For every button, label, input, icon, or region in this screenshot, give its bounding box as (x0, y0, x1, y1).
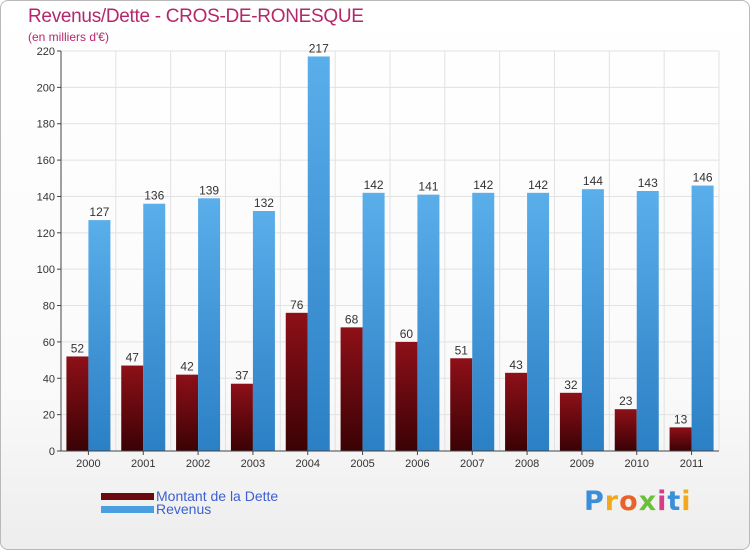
y-tick-label: 180 (37, 119, 55, 131)
bar-dette-2011 (669, 427, 692, 451)
bar-revenus-2009 (581, 189, 604, 451)
legend-label-dette: Montant de la Dette (156, 488, 279, 504)
legend-label-revenus: Revenus (156, 501, 212, 517)
chart-title: Revenus/Dette - CROS-DE-RONESQUE (28, 6, 364, 27)
bar-revenus-2000 (88, 220, 111, 451)
bar-layer (66, 56, 714, 452)
chart-subtitle: (en milliers d'€) (28, 30, 109, 44)
y-tick-label: 200 (37, 82, 55, 94)
data-label-dette-2011: 13 (674, 412, 688, 426)
x-tick-label-2003: 2003 (241, 458, 265, 470)
data-label-dette-2009: 32 (564, 378, 578, 392)
logo-letter: i (681, 486, 692, 517)
bar-dette-2000 (66, 356, 89, 451)
x-tick-label-2007: 2007 (460, 458, 484, 470)
logo-letter: t (667, 486, 682, 517)
bar-dette-2006 (395, 341, 418, 451)
bar-dette-2010 (614, 409, 637, 451)
legend-swatch-dette (101, 492, 154, 500)
grid-layer (60, 50, 720, 452)
axis-layer: 0 20 40 60 80 100 120 140 160 180 200 220 2000 2001 20… (37, 46, 719, 470)
logo-letter: P (584, 486, 605, 517)
x-tick-label-2006: 2006 (405, 458, 429, 470)
data-label-revenus-2010: 143 (638, 176, 658, 190)
bar-dette-2003 (230, 383, 253, 451)
data-label-dette-2001: 47 (126, 351, 140, 365)
data-label-revenus-2002: 139 (199, 183, 219, 197)
y-tick-label: 140 (37, 191, 55, 203)
bar-dette-2001 (121, 365, 144, 451)
data-label-revenus-2003: 132 (254, 196, 274, 210)
y-tick-label: 80 (43, 301, 55, 313)
x-tick-label-2001: 2001 (131, 458, 155, 470)
data-label-revenus-2007: 142 (473, 178, 493, 192)
data-label-revenus-2000: 127 (89, 205, 109, 219)
y-tick-label: 40 (43, 373, 55, 385)
data-label-dette-2003: 37 (235, 369, 249, 383)
y-tick-label: 0 (49, 446, 55, 458)
data-label-revenus-2008: 142 (528, 178, 548, 192)
x-tick-label-2010: 2010 (625, 458, 649, 470)
bar-revenus-2007 (472, 192, 495, 451)
bar-revenus-2011 (691, 185, 714, 451)
data-label-dette-2005: 68 (345, 312, 359, 326)
logo-letter: i (657, 486, 668, 517)
bar-revenus-2002 (198, 198, 221, 451)
x-tick-label-2000: 2000 (76, 458, 100, 470)
data-label-revenus-2009: 144 (583, 174, 603, 188)
x-tick-label-2004: 2004 (296, 458, 320, 470)
logo-letter: r (604, 486, 620, 517)
legend: Montant de la Dette Revenus (101, 488, 278, 517)
legend-item-dette: Montant de la Dette (101, 488, 278, 504)
bar-revenus-2005 (362, 192, 385, 451)
data-label-revenus-2011: 146 (693, 171, 713, 185)
y-tick-label: 120 (37, 228, 55, 240)
bar-revenus-2010 (636, 191, 659, 451)
bar-revenus-2003 (252, 211, 275, 451)
legend-item-revenus: Revenus (101, 501, 278, 517)
x-tick-label-2011: 2011 (680, 458, 704, 470)
logo-letter: o (619, 486, 639, 517)
bar-revenus-2001 (143, 203, 166, 451)
data-label-dette-2010: 23 (619, 394, 633, 408)
label-layer: 52 127 47 136 42 139 37 132 76 217 68 142 60 141 51 142… (71, 41, 713, 426)
data-label-dette-2000: 52 (71, 341, 85, 355)
bar-dette-2002 (176, 374, 199, 451)
x-tick-label-2008: 2008 (515, 458, 539, 470)
bar-revenus-2004 (307, 56, 330, 452)
bar-dette-2009 (559, 392, 582, 451)
x-tick-label-2005: 2005 (350, 458, 374, 470)
bar-dette-2004 (285, 312, 308, 451)
legend-swatch-revenus (101, 505, 154, 513)
data-label-revenus-2006: 141 (418, 180, 438, 194)
data-label-revenus-2001: 136 (144, 189, 164, 203)
x-tick-label-2002: 2002 (186, 458, 210, 470)
bar-dette-2007 (450, 358, 473, 451)
data-label-dette-2006: 60 (400, 327, 414, 341)
data-label-dette-2004: 76 (290, 298, 304, 312)
y-tick-label: 160 (37, 155, 55, 167)
data-label-dette-2007: 51 (455, 343, 469, 357)
x-tick-label-2009: 2009 (570, 458, 594, 470)
bar-revenus-2006 (417, 194, 440, 452)
y-tick-label: 20 (43, 410, 55, 422)
y-tick-label: 100 (37, 264, 55, 276)
bar-dette-2005 (340, 327, 363, 451)
proxiti-logo: Proxiti (584, 486, 692, 517)
y-tick-label: 60 (43, 337, 55, 349)
y-tick-label: 220 (37, 46, 55, 58)
logo-letter: x (638, 486, 658, 517)
data-label-revenus-2004: 217 (309, 41, 329, 55)
bar-revenus-2008 (527, 192, 550, 451)
data-label-dette-2002: 42 (180, 360, 194, 374)
data-label-revenus-2005: 142 (364, 178, 384, 192)
bar-dette-2008 (505, 372, 528, 451)
data-label-dette-2008: 43 (509, 358, 523, 372)
